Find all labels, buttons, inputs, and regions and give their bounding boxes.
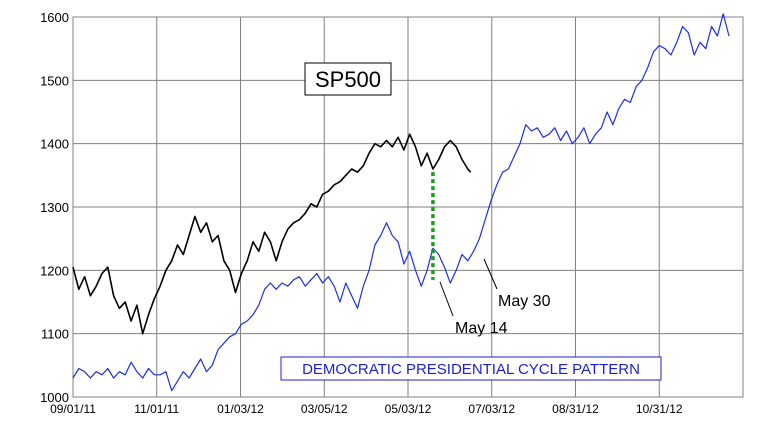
legend-frame xyxy=(280,356,662,381)
x-tick-label: 03/05/12 xyxy=(301,402,348,416)
legend-box: DEMOCRATIC PRESIDENTIAL CYCLE PATTERN xyxy=(280,356,662,381)
y-tick-label: 1200 xyxy=(40,263,69,278)
y-tick-label: 1500 xyxy=(40,73,69,88)
y-tick-label: 1100 xyxy=(41,327,69,342)
y-tick-label: 1600 xyxy=(40,10,69,25)
x-tick-label: 09/01/11 xyxy=(50,402,96,416)
x-tick-label: 08/31/12 xyxy=(552,402,599,416)
series-line-sp500 xyxy=(72,133,472,335)
chart-title: SP500 xyxy=(315,67,381,92)
y-tick-label: 1300 xyxy=(40,200,69,215)
x-tick-label: 07/03/12 xyxy=(468,402,515,416)
annotation-leader-may-30 xyxy=(483,258,498,290)
y-tick-label: 1400 xyxy=(40,137,69,152)
chart-title-box: SP500 xyxy=(304,62,392,96)
x-tick-label: 05/03/12 xyxy=(385,402,432,416)
x-tick-label: 11/01/11 xyxy=(134,402,179,416)
y-tick-label: 1000 xyxy=(40,390,69,405)
annotation-may-14: May 14 xyxy=(455,320,508,337)
annotations: May 30 May 14 xyxy=(439,258,551,337)
grid xyxy=(73,17,743,397)
y-axis-ticks: 1000 1100 1200 1300 1400 1500 1600 xyxy=(40,10,69,405)
x-tick-label: 10/31/12 xyxy=(636,402,683,416)
x-tick-label: 01/03/12 xyxy=(217,402,264,416)
legend-label: DEMOCRATIC PRESIDENTIAL CYCLE PATTERN xyxy=(302,361,640,378)
series-layer xyxy=(72,13,730,392)
series-line-pattern xyxy=(72,13,730,392)
annotation-leader-may-14 xyxy=(439,281,454,317)
x-axis-ticks: 09/01/11 11/01/11 01/03/12 03/05/12 05/03/12… xyxy=(50,402,683,416)
annotation-may-30: May 30 xyxy=(498,293,551,310)
chart-title-frame xyxy=(304,62,392,96)
